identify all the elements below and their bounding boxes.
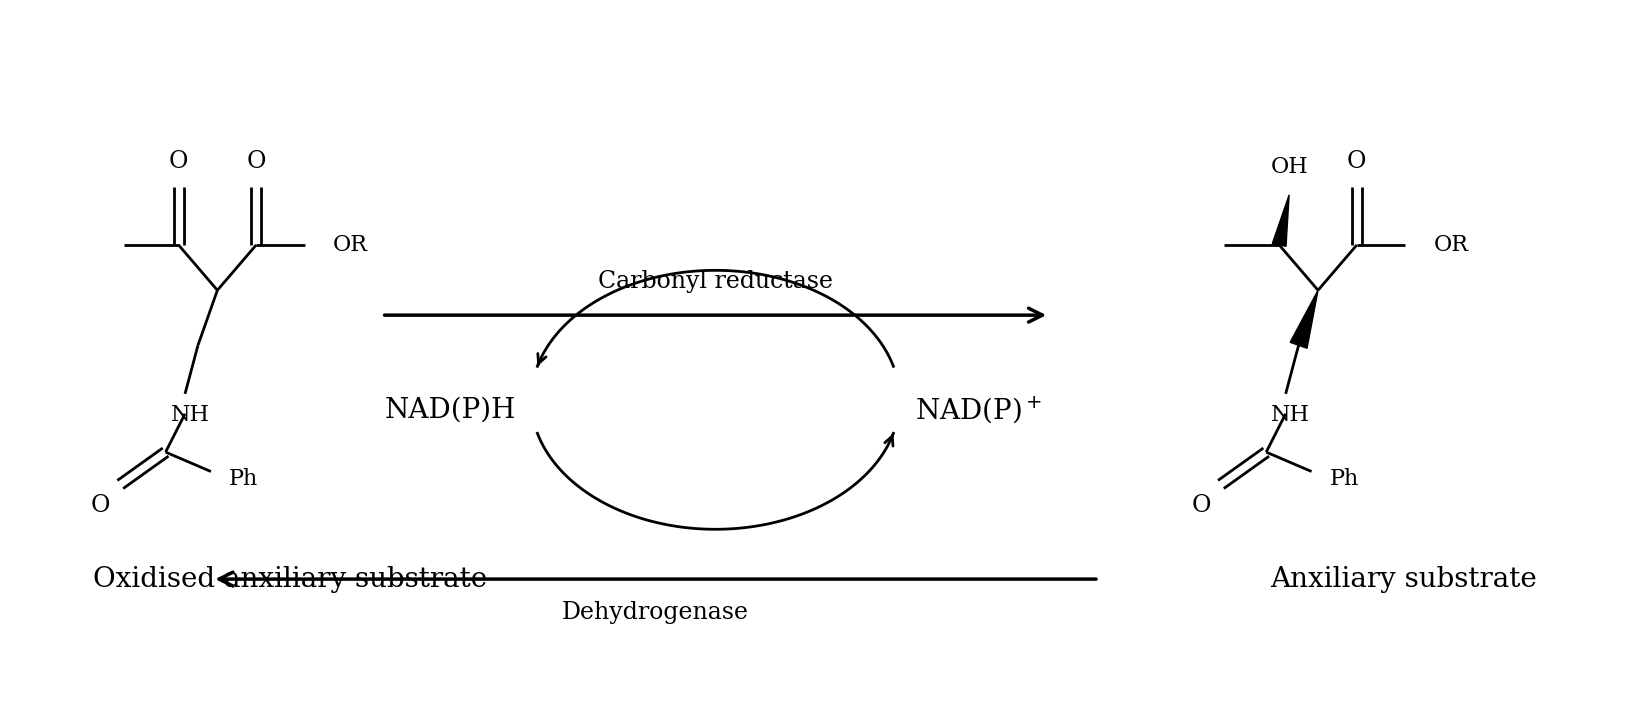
Text: Ph: Ph: [1330, 468, 1360, 491]
Text: NAD(P)H: NAD(P)H: [385, 396, 516, 423]
Text: O: O: [169, 150, 188, 173]
Text: O: O: [1191, 494, 1210, 517]
Text: NH: NH: [1271, 404, 1310, 426]
Polygon shape: [1273, 195, 1289, 246]
Text: O: O: [90, 494, 110, 517]
Text: Ph: Ph: [229, 468, 259, 491]
Text: O: O: [246, 150, 265, 173]
Text: Dehydrogenase: Dehydrogenase: [562, 601, 749, 624]
Text: Oxidised anxiliary substrate: Oxidised anxiliary substrate: [93, 566, 486, 593]
Text: Carbonyl reductase: Carbonyl reductase: [598, 270, 832, 293]
Text: OH: OH: [1269, 156, 1309, 178]
Text: OR: OR: [333, 234, 367, 256]
Text: O: O: [1346, 150, 1366, 173]
Text: OR: OR: [1433, 234, 1468, 256]
Polygon shape: [1291, 290, 1319, 348]
Text: NH: NH: [170, 404, 210, 426]
Text: Anxiliary substrate: Anxiliary substrate: [1271, 566, 1536, 593]
Text: NAD(P)$^+$: NAD(P)$^+$: [914, 394, 1042, 425]
